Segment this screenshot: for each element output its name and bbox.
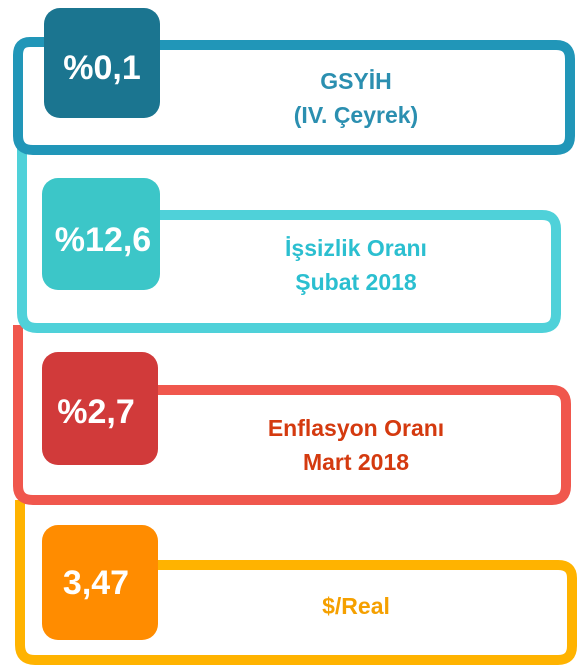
value: %0,1 (63, 49, 141, 87)
value-box (42, 178, 160, 290)
panel-outline (15, 500, 577, 665)
value-box (42, 525, 158, 640)
label: Şubat 2018 (295, 269, 417, 295)
value-box (42, 352, 158, 465)
label: $/Real (322, 593, 390, 619)
value: %2,7 (57, 393, 135, 431)
label: Mart 2018 (303, 449, 409, 475)
label: İşsizlik Oranı (285, 235, 427, 261)
panel-outline (17, 148, 561, 333)
value: 3,47 (63, 564, 129, 602)
panel-outline (13, 325, 571, 505)
label: (IV. Çeyrek) (294, 102, 418, 128)
label: GSYİH (320, 68, 392, 94)
label: Enflasyon Oranı (268, 415, 444, 441)
value-box (44, 8, 160, 118)
panel-outline (13, 37, 575, 155)
value: %12,6 (55, 221, 151, 259)
